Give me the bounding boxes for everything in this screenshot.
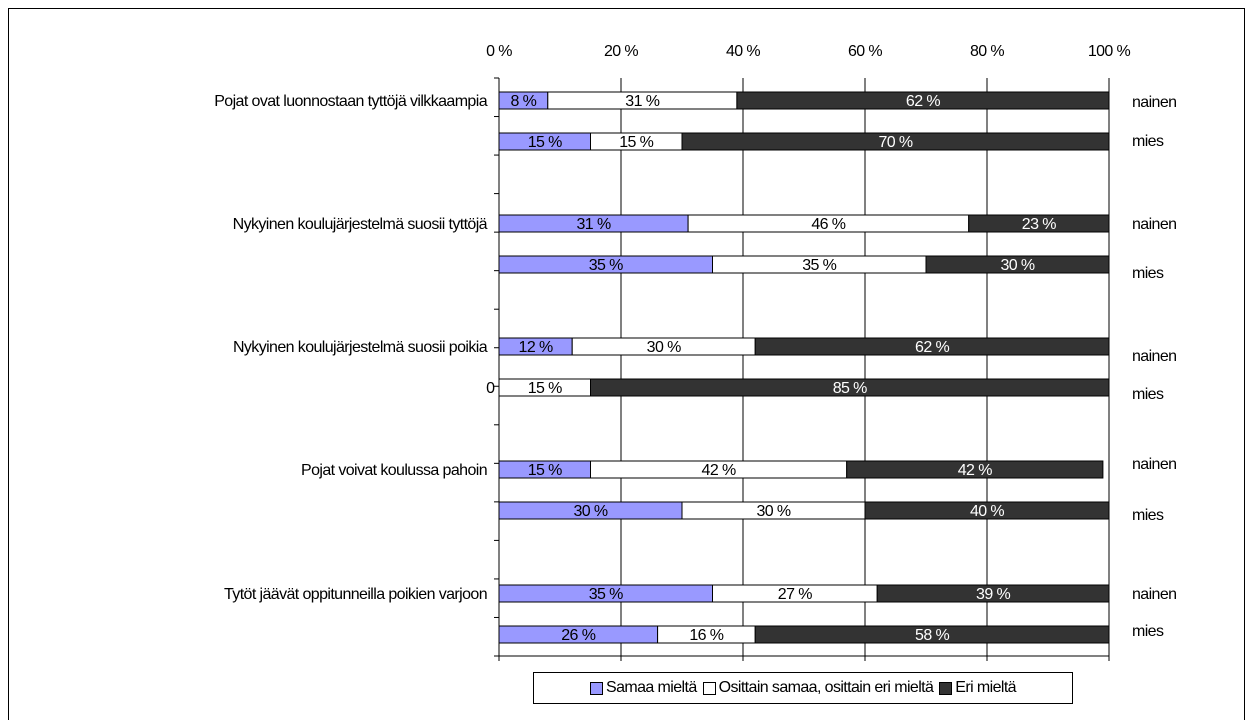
data-label: 31 % bbox=[625, 93, 659, 110]
bar-segment bbox=[864, 501, 1110, 520]
category-label: Pojat voivat koulussa pahoin bbox=[301, 462, 487, 479]
data-label: 42 % bbox=[958, 462, 992, 479]
data-label: 30 % bbox=[573, 503, 607, 520]
legend-item-osittain: Osittain samaa, osittain eri mieltä bbox=[702, 679, 934, 697]
data-label: 12 % bbox=[519, 339, 553, 356]
bar-segment bbox=[754, 337, 1110, 356]
data-label: 85 % bbox=[833, 380, 867, 397]
data-label: 35 % bbox=[589, 257, 623, 274]
category-label: Pojat ovat luonnostaan tyttöjä vilkkaamp… bbox=[214, 93, 487, 110]
data-label: 15 % bbox=[528, 380, 562, 397]
data-label: 27 % bbox=[778, 586, 812, 603]
series-group-label: nainen bbox=[1132, 94, 1176, 111]
data-label: 70 % bbox=[878, 134, 912, 151]
category-label: Nykyinen koulujärjestelmä suosii poikia bbox=[233, 339, 488, 356]
legend-label-eri: Eri mieltä bbox=[955, 679, 1016, 696]
legend-label-samaa: Samaa mieltä bbox=[606, 679, 697, 696]
series-group-label: mies bbox=[1132, 386, 1164, 403]
data-label: 15 % bbox=[528, 134, 562, 151]
data-label: 23 % bbox=[1022, 216, 1056, 233]
chart-frame bbox=[8, 8, 1245, 720]
legend-swatch-osittain bbox=[702, 681, 716, 695]
legend-item-eri: Eri mieltä bbox=[939, 679, 1017, 697]
x-tick-label: 100 % bbox=[1088, 43, 1131, 60]
bar-segment bbox=[590, 378, 1110, 397]
bar-segment bbox=[754, 625, 1110, 644]
bar-segment bbox=[968, 214, 1110, 233]
series-group-label: nainen bbox=[1132, 348, 1176, 365]
data-label: 30 % bbox=[756, 503, 790, 520]
x-tick-label: 0 % bbox=[486, 43, 512, 60]
legend: Samaa mieltä Osittain samaa, osittain er… bbox=[533, 672, 1073, 704]
data-label: 26 % bbox=[561, 627, 595, 644]
data-label: 40 % bbox=[970, 503, 1004, 520]
data-label: 62 % bbox=[915, 339, 949, 356]
bar-segment bbox=[681, 132, 1110, 151]
data-label: 15 % bbox=[619, 134, 653, 151]
bar-segment bbox=[925, 255, 1110, 274]
data-label: 15 % bbox=[528, 462, 562, 479]
x-tick-label: 20 % bbox=[604, 43, 638, 60]
x-tick-label: 60 % bbox=[848, 43, 882, 60]
data-label: 58 % bbox=[915, 627, 949, 644]
legend-swatch-samaa bbox=[590, 681, 604, 695]
category-label: Nykyinen koulujärjestelmä suosii tyttöjä bbox=[233, 216, 488, 233]
series-group-label: nainen bbox=[1132, 586, 1176, 603]
bar-segment bbox=[736, 91, 1110, 110]
data-label: 31 % bbox=[577, 216, 611, 233]
series-group-label: mies bbox=[1132, 507, 1164, 524]
legend-item-samaa: Samaa mieltä bbox=[590, 679, 697, 697]
data-label: 35 % bbox=[802, 257, 836, 274]
category-label: Tytöt jäävät oppitunneilla poikien varjo… bbox=[224, 586, 487, 603]
legend-label-osittain: Osittain samaa, osittain eri mieltä bbox=[718, 679, 934, 696]
series-group-label: nainen bbox=[1132, 456, 1176, 473]
bar-segment bbox=[876, 584, 1110, 603]
x-tick-label: 80 % bbox=[970, 43, 1004, 60]
series-group-label: mies bbox=[1132, 133, 1164, 150]
data-label: 46 % bbox=[811, 216, 845, 233]
series-group-label: mies bbox=[1132, 623, 1164, 640]
data-label: 35 % bbox=[589, 586, 623, 603]
data-label: 39 % bbox=[976, 586, 1010, 603]
data-label: 8 % bbox=[511, 93, 537, 110]
data-label: 62 % bbox=[906, 93, 940, 110]
x-tick-label: 40 % bbox=[726, 43, 760, 60]
data-label: 16 % bbox=[689, 627, 723, 644]
data-label: 30 % bbox=[647, 339, 681, 356]
series-group-label: nainen bbox=[1132, 216, 1176, 233]
data-label: 42 % bbox=[702, 462, 736, 479]
data-label: 30 % bbox=[1000, 257, 1034, 274]
series-group-label: mies bbox=[1132, 265, 1164, 282]
bar-segment bbox=[846, 460, 1104, 479]
legend-swatch-eri bbox=[939, 681, 953, 695]
